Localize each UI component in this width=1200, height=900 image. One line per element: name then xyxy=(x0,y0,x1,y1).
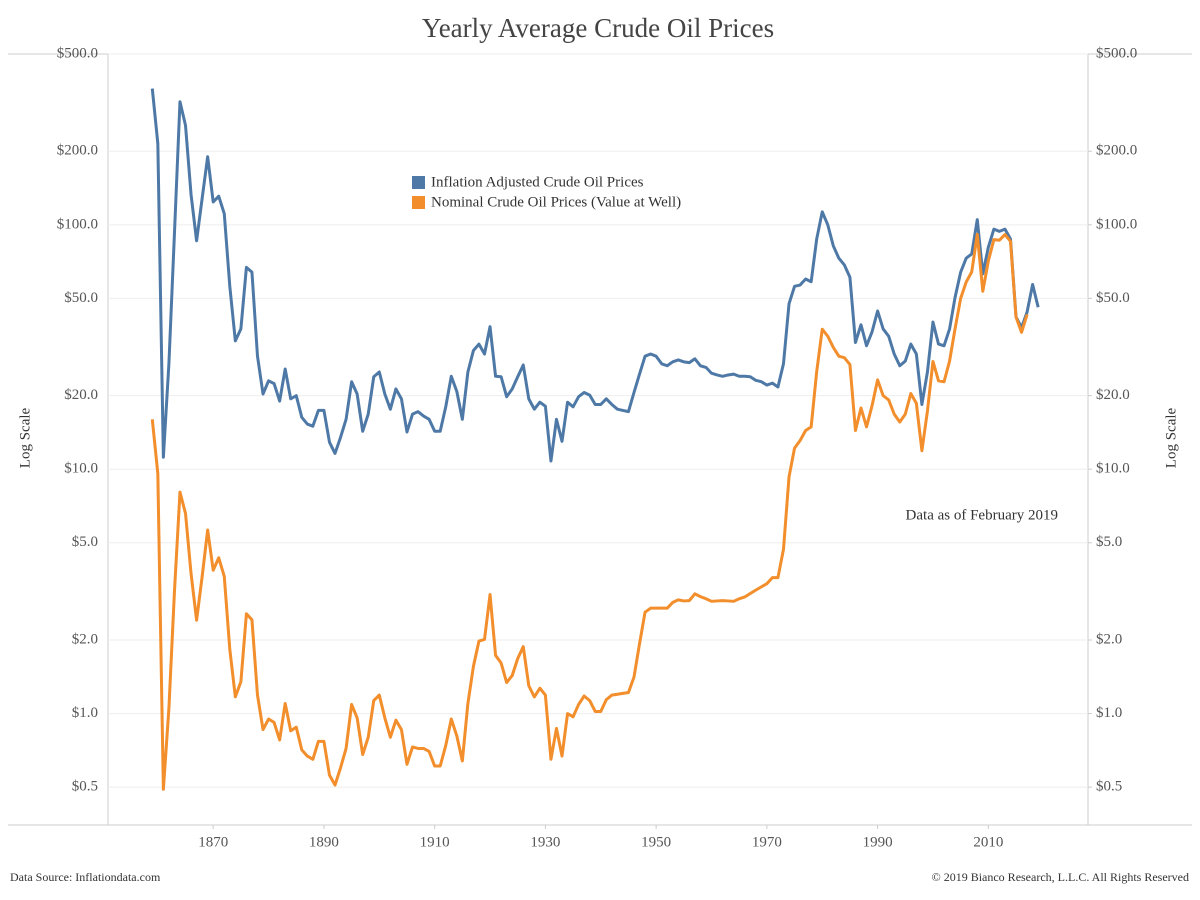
x-tick-label: 1890 xyxy=(309,834,339,850)
x-tick-label: 2010 xyxy=(973,834,1003,850)
y-tick-label: $500.0 xyxy=(57,45,98,61)
y2-tick-label: $10.0 xyxy=(1096,461,1130,477)
x-tick-label: 1910 xyxy=(420,834,450,850)
line-series xyxy=(150,88,1040,463)
y-tick-label: $10.0 xyxy=(64,461,98,477)
annotation: Data as of February 2019 xyxy=(906,507,1058,523)
y2-tick-label: $0.5 xyxy=(1096,779,1122,795)
y2-tick-label: $2.0 xyxy=(1096,631,1122,647)
y2-tick-label: $50.0 xyxy=(1096,290,1130,306)
y-tick-label: $200.0 xyxy=(57,143,98,159)
legend-swatch xyxy=(412,176,425,189)
x-tick-label: 1990 xyxy=(863,834,893,850)
y-tick-label: $100.0 xyxy=(57,216,98,232)
y-tick-label: $20.0 xyxy=(64,387,98,403)
legend-label: Inflation Adjusted Crude Oil Prices xyxy=(431,174,644,190)
y-tick-label: $50.0 xyxy=(64,290,98,306)
y-tick-label: $1.0 xyxy=(72,705,98,721)
x-tick-label: 1930 xyxy=(530,834,560,850)
line-series xyxy=(150,232,1029,791)
y2-tick-label: $20.0 xyxy=(1096,387,1130,403)
y-tick-label: $5.0 xyxy=(72,534,98,550)
x-tick-label: 1970 xyxy=(752,834,782,850)
y-axis-label: Log Scale xyxy=(17,407,33,468)
y-tick-label: $2.0 xyxy=(72,631,98,647)
y-tick-label: $0.5 xyxy=(72,779,98,795)
x-tick-label: 1950 xyxy=(641,834,671,850)
copyright: © 2019 Bianco Research, L.L.C. All Right… xyxy=(932,870,1189,884)
source: Data Source: Inflationdata.com xyxy=(10,870,161,884)
chart-title: Yearly Average Crude Oil Prices xyxy=(422,13,774,43)
legend-swatch xyxy=(412,196,425,209)
y2-tick-label: $100.0 xyxy=(1096,216,1137,232)
legend-label: Nominal Crude Oil Prices (Value at Well) xyxy=(431,194,681,210)
y2-tick-label: $200.0 xyxy=(1096,143,1137,159)
y2-axis-label: Log Scale xyxy=(1163,407,1179,468)
y2-tick-label: $5.0 xyxy=(1096,534,1122,550)
x-tick-label: 1870 xyxy=(198,834,228,850)
y2-tick-label: $500.0 xyxy=(1096,45,1137,61)
y2-tick-label: $1.0 xyxy=(1096,705,1122,721)
